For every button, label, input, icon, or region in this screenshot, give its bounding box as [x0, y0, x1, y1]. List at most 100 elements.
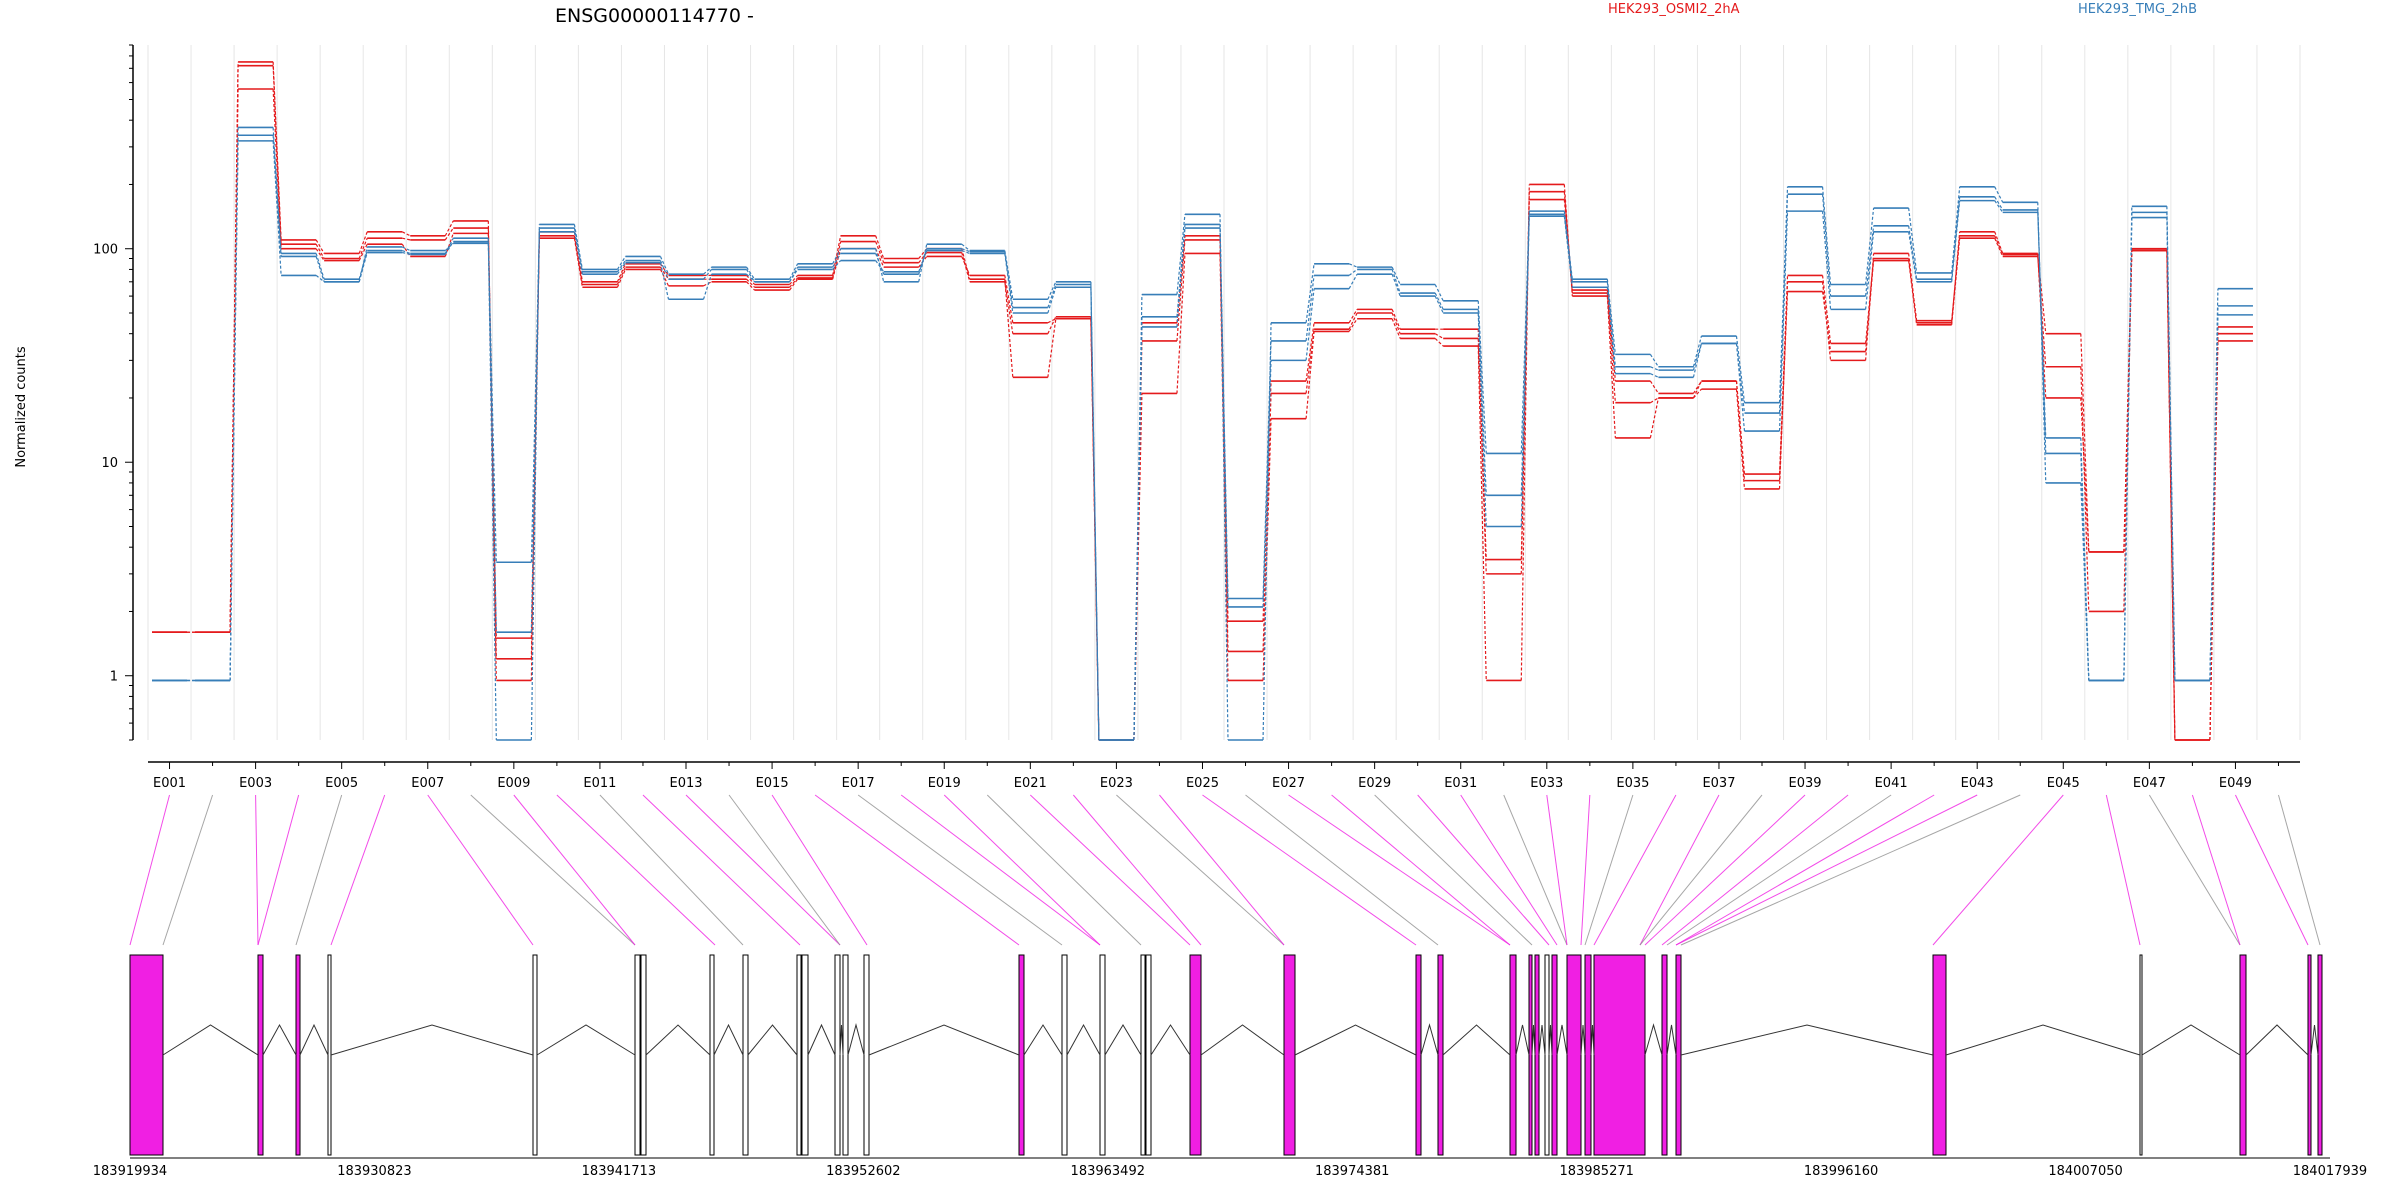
series-connector: [875, 235, 885, 259]
series-connector: [1649, 397, 1659, 439]
gene-exon-block: [1283, 954, 1296, 1156]
series-connector: [1262, 360, 1272, 607]
series-connector: [1434, 284, 1444, 302]
axes: [132, 45, 2300, 763]
intron-line: [162, 1024, 259, 1056]
exon-connector: [2277, 794, 2321, 946]
x-tick-label: E001: [153, 776, 186, 791]
exon-connector: [470, 794, 636, 946]
x-tick-label: E045: [2047, 776, 2080, 791]
series-connector: [1477, 312, 1487, 527]
legend-entry-tmg: HEK293_TMG_2hB: [2078, 2, 2197, 17]
series-connector: [1047, 287, 1057, 314]
series-connector: [1004, 253, 1014, 314]
series-connector: [2166, 250, 2176, 741]
intron-line: [847, 1023, 865, 1056]
series-connector: [1865, 225, 1875, 297]
exon-connector: [1661, 794, 1849, 946]
series-connector: [2037, 209, 2047, 454]
series-connector: [487, 241, 497, 633]
x-tick-label: E003: [239, 776, 272, 791]
series-connector: [1305, 288, 1315, 361]
genomic-tick-label: 183963492: [1071, 1164, 1145, 1179]
exon-connector: [1202, 794, 1417, 946]
exon-connector: [728, 794, 841, 946]
series-connector: [1865, 258, 1875, 344]
series-connector: [616, 262, 626, 275]
series-connector: [659, 262, 670, 300]
intron-line: [1442, 1024, 1511, 1056]
series-connector: [573, 238, 583, 288]
gene-exon-block: [842, 954, 849, 1156]
series-connector: [1908, 231, 1918, 282]
x-tick-label: E005: [325, 776, 358, 791]
series-connector: [1176, 239, 1186, 341]
exon-connector: [1675, 794, 1978, 946]
intron-line: [2245, 1024, 2309, 1056]
series-connector: [402, 250, 411, 255]
series-connector: [2166, 212, 2176, 681]
series-connector: [1219, 224, 1229, 599]
series-connector: [573, 231, 583, 275]
series-connector: [875, 253, 885, 275]
series-connector: [659, 263, 669, 276]
intron-line: [536, 1024, 636, 1056]
intron-line: [1294, 1024, 1417, 1056]
intron-line: [1150, 1024, 1191, 1056]
chart-title: ENSG00000114770 -: [555, 5, 754, 27]
series-connector: [1133, 326, 1143, 741]
intron-line: [807, 1023, 836, 1056]
series-connector: [530, 224, 540, 741]
x-tick-label: E037: [1702, 776, 1735, 791]
gene-exon-block: [1593, 954, 1646, 1156]
gene-exon-block: [742, 954, 749, 1156]
series-connector: [315, 253, 325, 280]
exon-connector: [1580, 794, 1591, 946]
series-connector: [2037, 256, 2047, 367]
series-connector: [746, 266, 756, 280]
series-connector: [918, 248, 928, 275]
series-connector: [1262, 393, 1272, 652]
series-connector: [1176, 253, 1186, 394]
exon-connector: [1546, 794, 1568, 946]
x-tick-label: E027: [1272, 776, 1305, 791]
series-connector: [875, 241, 885, 263]
series-connector: [1821, 194, 1832, 297]
series-connector: [1477, 300, 1487, 454]
series-connector: [272, 88, 282, 249]
series-connector: [487, 243, 497, 563]
gene-exon-block: [834, 954, 841, 1156]
series-connector: [702, 273, 713, 300]
gene-exon-block: [2317, 954, 2323, 1156]
series-connector: [789, 275, 799, 285]
series-connector: [1606, 290, 1616, 382]
intron-line: [1104, 1024, 1142, 1056]
series-connector: [1994, 235, 2004, 255]
series-connector: [789, 269, 799, 283]
gene-exon-block: [796, 954, 802, 1156]
genomic-tick-label: 183930823: [337, 1164, 411, 1179]
exon-connector: [1639, 794, 1763, 946]
series-connector: [1778, 194, 1789, 414]
x-tick-label: E033: [1530, 776, 1563, 791]
series-connector: [1176, 214, 1186, 295]
exon-connector: [330, 794, 386, 946]
series-connector: [659, 256, 670, 275]
series-connector: [2080, 366, 2090, 612]
series-connector: [1692, 343, 1703, 378]
exon-connector: [943, 794, 1101, 946]
series-connector: [1563, 214, 1573, 282]
x-tick-label: E047: [2133, 776, 2166, 791]
intron-line: [868, 1024, 1020, 1056]
gene-exon-block: [327, 954, 332, 1156]
exon-connector: [900, 794, 1101, 946]
intron-line: [1556, 1024, 1568, 1056]
exon-connector: [129, 794, 171, 946]
series-connector: [1735, 335, 1746, 403]
series-connector: [1348, 309, 1358, 324]
gene-model: [129, 954, 2323, 1156]
exon-connector: [599, 794, 744, 946]
series-connector: [444, 227, 454, 241]
series-connector: [659, 260, 670, 280]
